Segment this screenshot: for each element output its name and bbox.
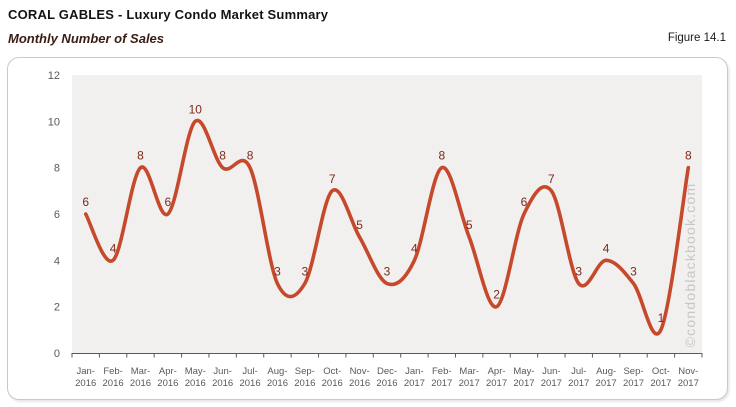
y-axis-tick-label: 6 bbox=[54, 209, 60, 221]
y-axis-tick-label: 4 bbox=[54, 255, 60, 267]
data-point-label: 5 bbox=[466, 218, 473, 232]
chart-subtitle: Monthly Number of Sales bbox=[8, 31, 165, 46]
data-point-label: 4 bbox=[110, 241, 117, 255]
y-axis-tick-label: 2 bbox=[54, 302, 60, 314]
data-point-label: 8 bbox=[438, 149, 445, 163]
data-point-label: 8 bbox=[685, 149, 692, 163]
x-axis-label: Jan-2017 bbox=[404, 366, 425, 389]
data-point-label: 10 bbox=[189, 102, 203, 116]
x-axis-label: Aug-2017 bbox=[596, 366, 617, 389]
x-axis-label: Jun-2016 bbox=[212, 366, 233, 389]
figure-number-label: Figure 14.1 bbox=[667, 32, 726, 44]
x-axis-label: Jul-2017 bbox=[568, 366, 589, 389]
x-axis-label: Feb-2017 bbox=[431, 366, 452, 389]
data-point-label: 2 bbox=[493, 288, 500, 302]
x-axis-label: Jun-2017 bbox=[541, 366, 562, 389]
x-axis-label: May-2017 bbox=[513, 366, 534, 389]
page-title: CORAL GABLES - Luxury Condo Market Summa… bbox=[8, 7, 329, 22]
watermark-text: ©condoblackbook.com bbox=[682, 183, 698, 348]
x-axis-label: Oct-2017 bbox=[650, 366, 671, 389]
x-axis-label: Mar-2016 bbox=[130, 366, 151, 389]
x-axis-label: Sep-2017 bbox=[623, 366, 644, 389]
data-point-label: 8 bbox=[247, 149, 254, 163]
x-axis-label: May-2016 bbox=[185, 366, 206, 389]
chart-container: 0 2 4 6 8 10 12 Jan-2016 Feb-2016 Mar-2016 Apr-201… bbox=[7, 57, 728, 400]
data-point-label: 6 bbox=[82, 195, 89, 209]
x-axis-label: Nov-2016 bbox=[349, 366, 370, 389]
y-axis-tick-label: 10 bbox=[48, 116, 60, 128]
data-point-label: 4 bbox=[603, 241, 610, 255]
sales-line-chart: 024681012Jan-2016Feb-2016Mar-2016Apr-201… bbox=[48, 70, 703, 389]
data-point-label: 8 bbox=[219, 149, 226, 163]
data-point-label: 3 bbox=[301, 265, 308, 279]
data-point-label: 5 bbox=[356, 218, 363, 232]
x-axis-label: Dec-2016 bbox=[376, 366, 397, 389]
x-axis-label: Sep-2016 bbox=[294, 366, 315, 389]
x-axis-label: Feb-2016 bbox=[103, 366, 124, 389]
data-point-label: 3 bbox=[630, 265, 637, 279]
x-axis-label: Mar-2017 bbox=[459, 366, 480, 389]
data-point-label: 3 bbox=[384, 265, 391, 279]
data-point-label: 3 bbox=[274, 265, 281, 279]
sales-line-series bbox=[83, 118, 691, 336]
x-axis-label: Apr-2016 bbox=[157, 366, 178, 389]
y-axis-tick-label: 0 bbox=[54, 348, 60, 360]
data-point-label: 7 bbox=[548, 172, 555, 186]
x-axis-label: Oct-2016 bbox=[322, 366, 343, 389]
y-axis-tick-label: 12 bbox=[48, 70, 60, 82]
data-point-label: 1 bbox=[658, 311, 665, 325]
data-point-label: 6 bbox=[521, 195, 528, 209]
x-axis-label: Jul-2016 bbox=[239, 366, 260, 389]
plot-area bbox=[72, 75, 702, 353]
data-point-label: 8 bbox=[137, 149, 144, 163]
data-point-label: 3 bbox=[575, 265, 582, 279]
data-point-label: 7 bbox=[329, 172, 336, 186]
x-axis-label: Aug-2016 bbox=[267, 366, 288, 389]
y-axis-tick-label: 8 bbox=[54, 163, 60, 175]
x-axis-label: Nov-2017 bbox=[678, 366, 699, 389]
data-point-label: 6 bbox=[165, 195, 172, 209]
x-axis-label: Jan-2016 bbox=[75, 366, 96, 389]
x-axis-label: Apr-2017 bbox=[486, 366, 507, 389]
data-point-label: 4 bbox=[411, 241, 418, 255]
